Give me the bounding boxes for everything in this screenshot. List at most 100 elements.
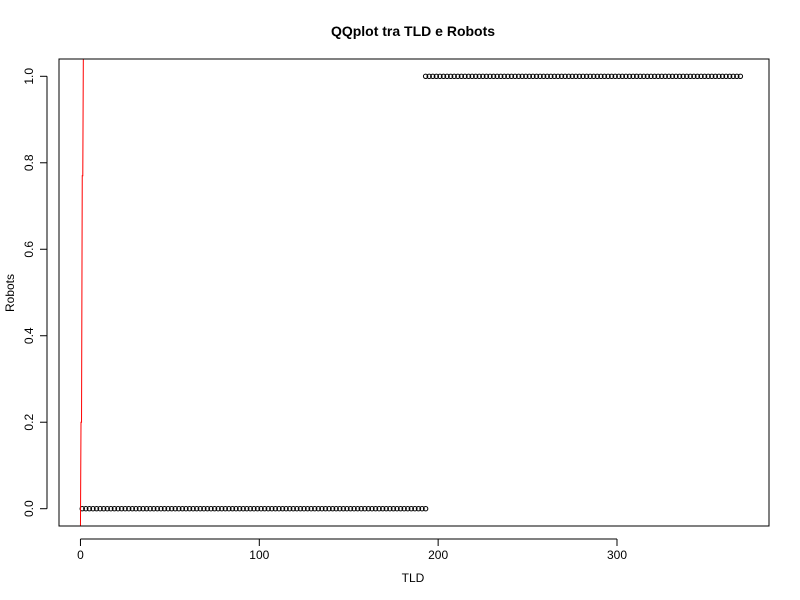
data-point <box>701 73 708 79</box>
data-point <box>440 73 447 79</box>
data-point <box>737 73 744 79</box>
data-point <box>673 73 679 79</box>
data-point <box>358 506 364 512</box>
x-tick-label: 100 <box>249 548 269 562</box>
data-point <box>519 73 525 79</box>
data-point <box>240 506 246 512</box>
data-point <box>576 73 583 79</box>
data-point <box>322 506 329 512</box>
data-point <box>422 506 429 512</box>
data-point <box>397 506 404 512</box>
data-point <box>236 506 243 512</box>
data-point <box>533 73 540 79</box>
data-point <box>183 506 189 512</box>
data-point <box>412 506 418 512</box>
data-point <box>658 73 665 79</box>
data-point <box>709 73 715 79</box>
data-point <box>633 73 640 79</box>
data-point <box>297 506 304 512</box>
data-point <box>734 73 740 79</box>
data-point <box>261 506 268 512</box>
data-point <box>233 506 239 512</box>
data-point <box>476 73 482 79</box>
data-point <box>698 73 704 79</box>
data-point <box>508 73 515 79</box>
chart-title: QQplot tra TLD e Robots <box>331 23 495 39</box>
data-point <box>226 506 232 512</box>
data-point <box>687 73 694 79</box>
data-point <box>469 73 475 79</box>
data-point <box>637 73 643 79</box>
data-point <box>616 73 622 79</box>
data-point <box>537 73 543 79</box>
data-point <box>190 506 196 512</box>
data-point <box>86 506 93 512</box>
data-point <box>580 73 586 79</box>
data-point <box>719 73 726 79</box>
data-point <box>551 73 558 79</box>
data-point <box>351 506 357 512</box>
data-point <box>372 506 379 512</box>
y-axis-label: Robots <box>3 274 17 312</box>
data-point <box>118 506 125 512</box>
data-point <box>172 506 178 512</box>
data-point <box>487 73 493 79</box>
data-point <box>451 73 457 79</box>
data-point <box>583 73 590 79</box>
x-tick-label: 300 <box>607 548 627 562</box>
data-point <box>93 506 100 512</box>
data-point <box>587 73 593 79</box>
data-point <box>662 73 668 79</box>
data-point <box>279 506 286 512</box>
data-point <box>165 506 171 512</box>
data-point <box>447 73 454 79</box>
data-point <box>136 506 143 512</box>
data-point <box>104 506 110 512</box>
data-point <box>408 506 415 512</box>
data-point <box>716 73 722 79</box>
y-tick-label: 0.4 <box>22 327 36 344</box>
data-point <box>669 73 676 79</box>
data-point <box>483 73 490 79</box>
data-point <box>394 506 400 512</box>
data-point <box>294 506 300 512</box>
data-point <box>419 506 425 512</box>
data-point <box>462 73 468 79</box>
data-point <box>598 73 604 79</box>
data-point <box>329 506 336 512</box>
data-point <box>208 506 214 512</box>
data-point <box>730 73 736 79</box>
data-point <box>458 73 465 79</box>
data-point <box>465 73 472 79</box>
data-point <box>555 73 561 79</box>
data-point <box>726 73 733 79</box>
data-point <box>115 506 121 512</box>
data-point <box>608 73 615 79</box>
data-point <box>473 73 479 79</box>
data-point <box>594 73 601 79</box>
data-point <box>229 506 236 512</box>
data-point <box>244 506 250 512</box>
data-point <box>126 506 132 512</box>
data-point <box>426 73 432 79</box>
data-point <box>269 506 275 512</box>
data-point <box>383 506 389 512</box>
data-point <box>290 506 296 512</box>
data-point <box>573 73 579 79</box>
data-point <box>390 506 397 512</box>
data-point <box>405 506 411 512</box>
data-point <box>319 506 325 512</box>
y-tick-label: 0.8 <box>22 154 36 171</box>
data-point <box>676 73 683 79</box>
data-point <box>201 506 207 512</box>
data-point <box>287 506 293 512</box>
data-point <box>501 73 508 79</box>
data-point <box>79 506 85 512</box>
y-tick-label: 0.2 <box>22 414 36 431</box>
data-point <box>523 73 529 79</box>
data-point <box>354 506 361 512</box>
data-point <box>308 506 314 512</box>
data-point <box>651 73 658 79</box>
data-point <box>401 506 407 512</box>
data-point <box>194 506 200 512</box>
